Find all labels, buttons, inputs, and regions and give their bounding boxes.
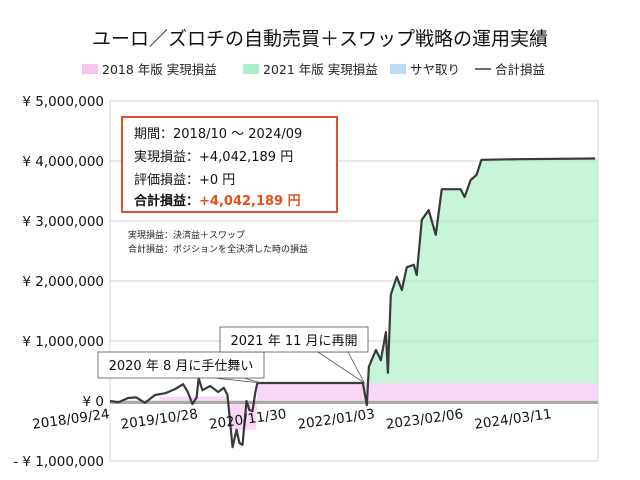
area-2021	[366, 158, 598, 383]
unrealized-label: 評価損益：	[134, 173, 199, 188]
callout-label: 2020 年 8 月に手仕舞い	[109, 359, 254, 374]
legend-swatch	[243, 64, 259, 74]
x-tick-label: 2019/10/28	[120, 406, 199, 433]
y-tick-label: ¥ 3,000,000	[22, 214, 104, 230]
callout-box	[97, 351, 265, 379]
period-label: 期間：	[134, 127, 173, 142]
callout-box	[219, 326, 369, 353]
zero-line	[110, 401, 598, 404]
realized-label: 実現損益：	[134, 149, 199, 165]
legend-label: 合計損益	[495, 62, 545, 77]
x-tick-label: 2018/09/24	[31, 406, 110, 433]
chart-title: ユーロ／ズロチの自動売買＋スワップ戦略の運用実績	[92, 28, 548, 50]
realized-value: +4,042,189 円	[199, 150, 293, 165]
x-tick-label: 2024/03/11	[473, 406, 552, 433]
areas	[110, 158, 598, 430]
x-axis: 2018/09/24 2019/10/28 2020/11/30 2022/01/03…	[31, 406, 552, 433]
legend-label: サヤ取り	[410, 62, 460, 77]
callout-pointer	[213, 377, 262, 384]
legend-label: 2021 年版 実現損益	[263, 62, 378, 77]
note-realized: 実現損益：決済益＋スワップ	[128, 229, 245, 241]
y-tick-label: ¥ 2,000,000	[22, 274, 104, 290]
callout-pointer	[316, 351, 365, 384]
summary-box-frame	[121, 116, 338, 213]
x-tick-label: 2022/01/03	[297, 406, 376, 433]
y-tick-label: ¥ 5,000,000	[22, 94, 104, 110]
svg-text:実現損益：+4,042,189 円: 実現損益：+4,042,189 円	[134, 149, 293, 165]
y-axis: ¥ 5,000,000 ¥ 4,000,000 ¥ 3,000,000 ¥ 2,000…	[13, 94, 104, 470]
total-label: 合計損益：	[134, 193, 199, 209]
area-2018	[158, 383, 598, 430]
total-value: +4,042,189 円	[199, 194, 301, 209]
svg-text:合計損益：+4,042,189 円: 合計損益：+4,042,189 円	[134, 193, 301, 209]
legend-swatch	[82, 64, 98, 74]
summary-box: 期間：2018/10 ～ 2024/09 実現損益：+4,042,189 円 評…	[121, 116, 338, 213]
legend-label: 2018 年版 実現損益	[102, 62, 217, 77]
legend: 2018 年版 実現損益 2021 年版 実現損益 サヤ取り 合計損益	[82, 62, 545, 77]
period-value: 2018/10 ～ 2024/09	[173, 127, 302, 142]
y-tick-label: ¥ 0	[83, 394, 104, 410]
legend-swatch	[390, 64, 406, 74]
y-tick-label: ¥ 1,000,000	[22, 334, 104, 350]
svg-text:期間：2018/10 ～ 2024/09: 期間：2018/10 ～ 2024/09	[134, 127, 302, 142]
y-tick-label: - ¥ 1,000,000	[13, 454, 104, 470]
svg-text:評価損益：+0 円: 評価損益：+0 円	[134, 173, 235, 188]
x-tick-label: 2023/02/06	[385, 406, 464, 433]
annotations: 2020 年 8 月に手仕舞い 2021 年 11 月に再開	[97, 326, 369, 384]
unrealized-value: +0 円	[199, 173, 235, 188]
y-tick-label: ¥ 4,000,000	[22, 154, 104, 170]
callout-label: 2021 年 11 月に再開	[230, 334, 357, 349]
total-line	[109, 157, 596, 449]
note-total: 合計損益：ポジションを全決済した時の損益	[128, 243, 308, 255]
lines	[109, 157, 596, 449]
